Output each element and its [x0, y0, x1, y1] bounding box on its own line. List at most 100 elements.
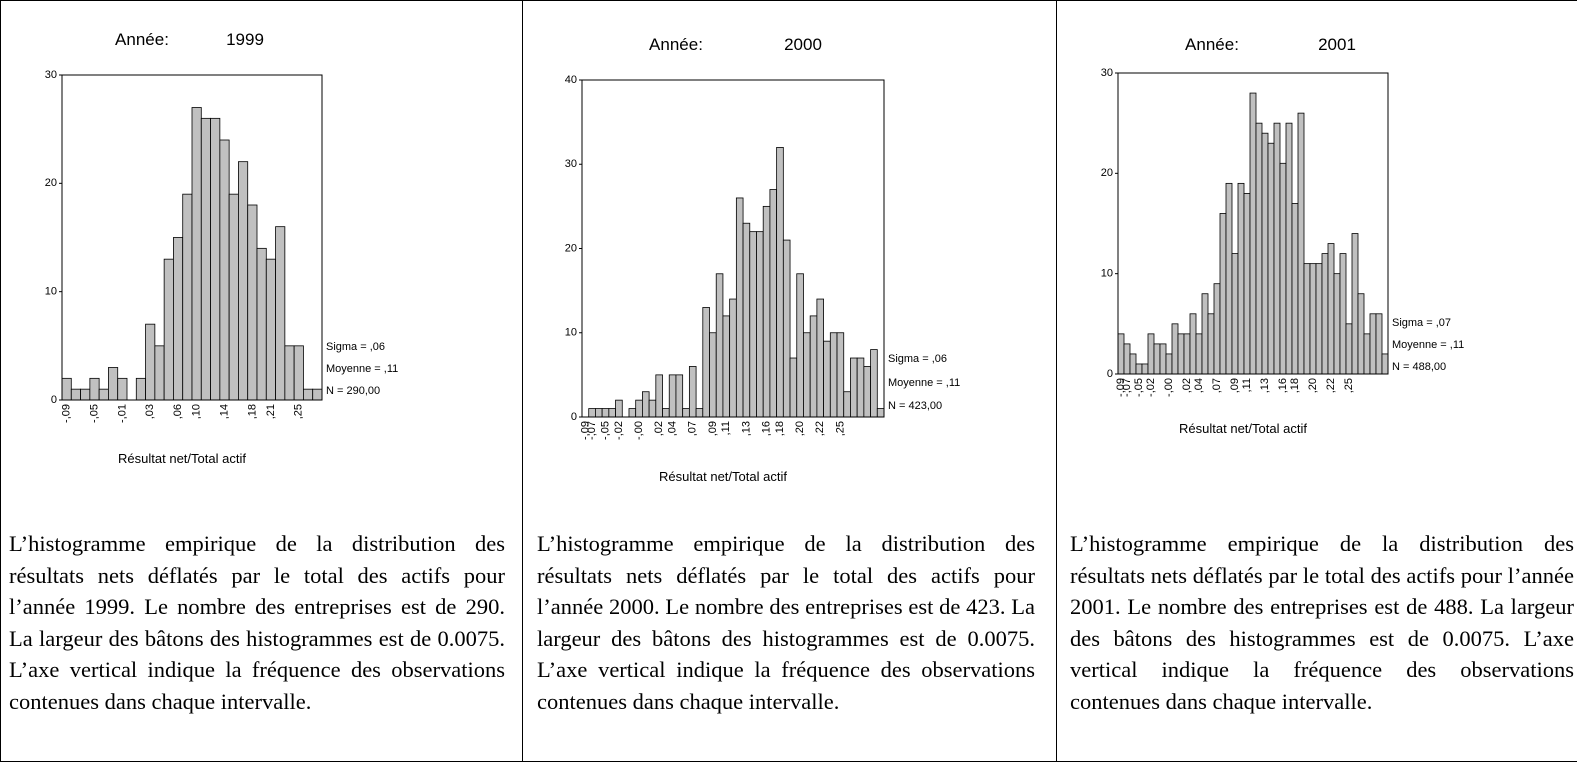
- bar: [856, 357, 865, 418]
- bar: [662, 408, 670, 418]
- bar: [228, 193, 239, 401]
- bar: [1363, 333, 1371, 375]
- bar: [98, 388, 109, 401]
- x-tick-label: ,04: [667, 421, 679, 436]
- bar: [796, 273, 804, 418]
- annotation: Sigma = ,07: [1392, 317, 1451, 329]
- bar: [1273, 122, 1281, 375]
- x-tick-label: ,18: [246, 404, 258, 419]
- annotation: Moyenne = ,11: [326, 363, 398, 375]
- bar: [709, 332, 717, 418]
- caption: L’histogramme empirique de la distributi…: [9, 531, 505, 714]
- bar: [789, 357, 798, 418]
- x-tick-label: ,16: [760, 421, 772, 436]
- bar: [735, 197, 744, 418]
- panel: L’histogramme empirique de la distributi…: [0, 0, 523, 762]
- bar: [117, 377, 128, 401]
- bar: [70, 388, 81, 401]
- annotation: N = 423,00: [888, 400, 942, 412]
- bar: [1177, 333, 1185, 375]
- bar: [1327, 243, 1335, 375]
- bar: [722, 315, 731, 418]
- x-tick-label: -,05: [88, 404, 100, 423]
- x-tick-label: -,02: [1145, 378, 1157, 397]
- x-tick-label: -,09: [579, 421, 591, 440]
- bar: [154, 345, 165, 401]
- bar: [695, 408, 704, 418]
- chart-title: Année:: [1185, 35, 1239, 54]
- bar: [1147, 333, 1155, 375]
- x-tick-label: ,07: [687, 421, 699, 436]
- bar: [688, 366, 697, 418]
- bar: [702, 307, 710, 418]
- x-tick-label: -,07: [586, 421, 598, 440]
- bar: [836, 332, 845, 418]
- bar: [1195, 333, 1203, 375]
- bar: [762, 205, 771, 418]
- bar: [89, 377, 100, 401]
- y-tick-label: 40: [565, 74, 577, 86]
- bar: [595, 408, 603, 418]
- bar: [1321, 253, 1329, 375]
- bar: [1315, 263, 1323, 375]
- bar: [870, 349, 878, 418]
- bar: [1189, 313, 1197, 375]
- x-tick-label: ,11: [1241, 378, 1253, 392]
- x-tick-label: ,09: [707, 421, 719, 436]
- x-tick-label: -,00: [1163, 378, 1175, 397]
- y-tick-label: 10: [45, 286, 57, 298]
- bar: [843, 391, 851, 418]
- bar: [655, 374, 663, 418]
- x-tick-label: ,16: [1277, 378, 1289, 393]
- bar: [608, 408, 616, 418]
- bar: [715, 273, 724, 418]
- bar: [173, 237, 184, 401]
- y-tick-label: 30: [1101, 67, 1113, 79]
- bar: [1135, 363, 1143, 375]
- x-tick-label: ,13: [1259, 378, 1271, 393]
- bar: [108, 367, 119, 401]
- x-axis-label: Résultat net/Total actif: [1179, 421, 1307, 436]
- bar: [1369, 313, 1377, 375]
- bar: [809, 315, 818, 418]
- x-tick-label: ,04: [1193, 378, 1205, 393]
- y-tick-label: 20: [565, 242, 577, 254]
- x-tick-label: ,22: [814, 421, 826, 436]
- x-tick-label: ,22: [1325, 378, 1337, 393]
- bar: [247, 204, 258, 401]
- bar: [601, 408, 610, 418]
- bar: [135, 377, 146, 401]
- bar: [191, 107, 202, 401]
- bar: [648, 399, 657, 418]
- bar: [284, 345, 295, 401]
- bar: [782, 239, 791, 418]
- bar: [749, 231, 757, 418]
- bar: [1123, 343, 1131, 375]
- x-tick-label: ,02: [1181, 378, 1193, 393]
- bar: [200, 117, 211, 401]
- annotation: Moyenne = ,11: [888, 377, 960, 389]
- bar: [829, 332, 838, 418]
- bar: [238, 161, 249, 401]
- bar: [1291, 203, 1299, 375]
- bar: [80, 388, 91, 401]
- bar: [1165, 353, 1173, 375]
- x-tick-label: ,18: [774, 421, 786, 436]
- chart-year: 2001: [1318, 35, 1356, 54]
- bar: [1255, 122, 1263, 375]
- bar: [1225, 182, 1233, 375]
- x-tick-label: -,09: [61, 404, 73, 423]
- bar: [1339, 253, 1347, 375]
- x-tick-label: -,05: [599, 421, 611, 440]
- bar: [1351, 233, 1359, 375]
- bar: [1117, 333, 1125, 375]
- bar: [1159, 343, 1167, 375]
- bar: [1171, 323, 1179, 375]
- x-tick-label: ,20: [794, 421, 806, 436]
- bar: [1279, 162, 1287, 375]
- bar: [1141, 363, 1149, 375]
- bar: [668, 374, 677, 418]
- bar: [682, 408, 690, 418]
- x-tick-label: -,00: [633, 421, 645, 440]
